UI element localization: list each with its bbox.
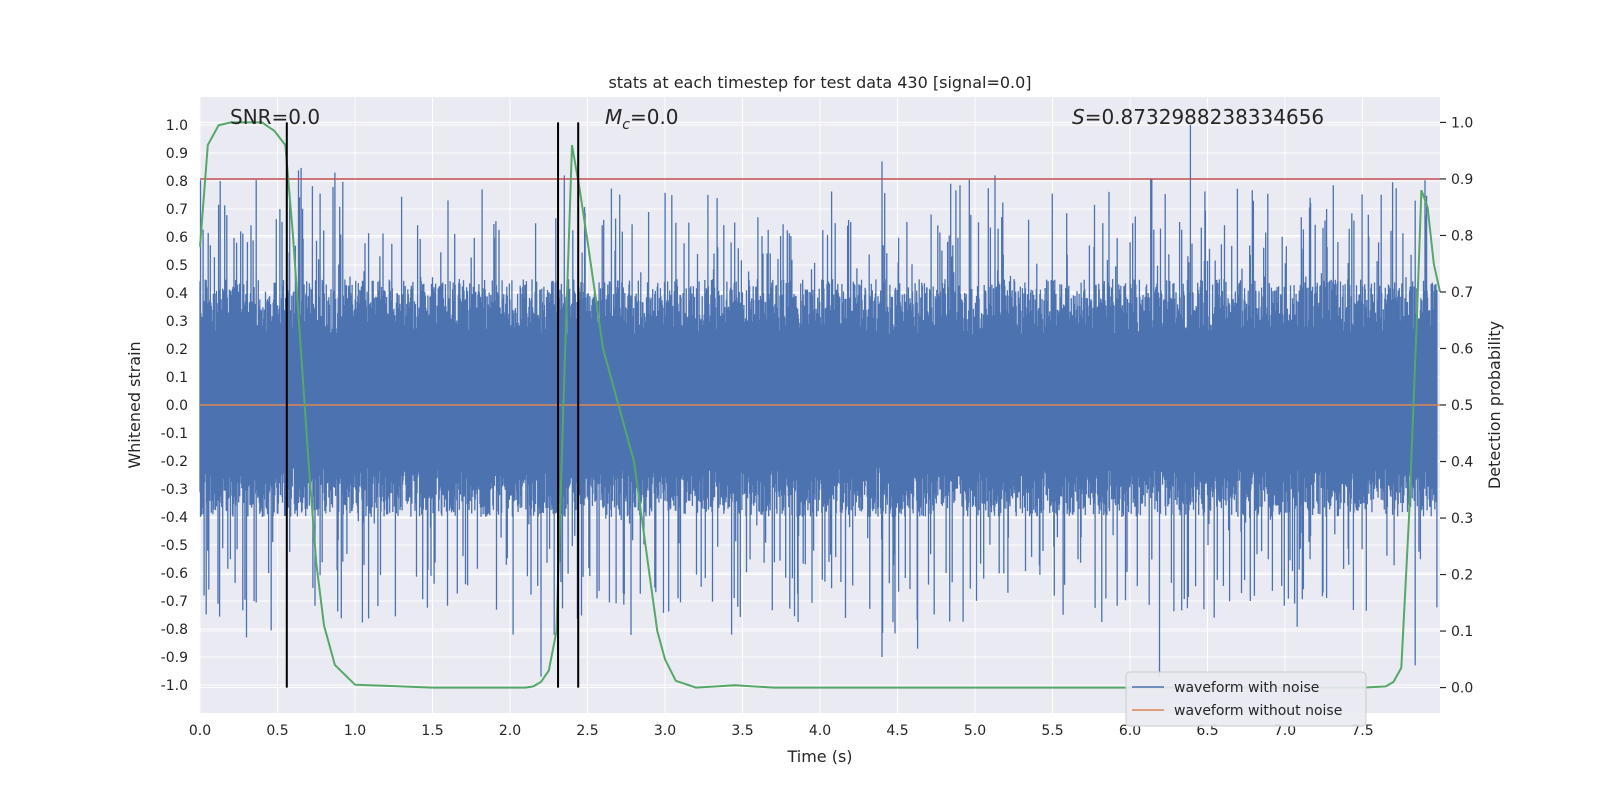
waveform-with-noise-series xyxy=(199,125,1438,677)
y-axis-label: Whitened strain xyxy=(125,341,144,468)
y-tick-label: -0.9 xyxy=(161,650,188,666)
y-tick-label: -0.3 xyxy=(161,482,188,498)
y-tick-label: 0.3 xyxy=(166,314,188,330)
mc-value: =0.0 xyxy=(630,105,679,129)
x-tick-label: 0.0 xyxy=(189,723,211,739)
y2-tick-label: 0.2 xyxy=(1451,568,1473,584)
x-tick-label: 0.5 xyxy=(266,723,288,739)
x-tick-label: 4.0 xyxy=(809,723,831,739)
x-tick-label: 6.5 xyxy=(1196,723,1218,739)
legend-entry-clean: waveform without noise xyxy=(1174,703,1342,719)
y2-axis-label: Detection probability xyxy=(1485,321,1504,489)
detection-probability-line xyxy=(199,121,1441,689)
mc-subscript: c xyxy=(622,117,630,133)
y2-tick-label: 0.0 xyxy=(1451,681,1473,697)
y2-tick-label: 0.7 xyxy=(1451,285,1473,301)
x-tick-label: 5.5 xyxy=(1041,723,1063,739)
y-tick-label: 0.0 xyxy=(166,398,188,414)
legend-box xyxy=(1125,671,1367,727)
x-tick-label: 1.5 xyxy=(421,723,443,739)
y2-tick-label: 1.0 xyxy=(1451,115,1473,131)
y-tick-label: 0.2 xyxy=(166,342,188,358)
y-tick-label: -0.4 xyxy=(161,510,188,526)
mc-symbol: M xyxy=(605,105,622,129)
s-symbol: S xyxy=(1072,105,1085,129)
chart-title: stats at each timestep for test data 430… xyxy=(608,73,1031,92)
y-tick-label: -0.7 xyxy=(161,594,188,610)
x-axis-ticks: 0.0 0.5 1.0 1.5 2.0 2.5 3.0 3.5 4.0 4.5 5.0 5.5 6.0 6… xyxy=(189,723,1374,739)
x-tick-label: 5.0 xyxy=(964,723,986,739)
y-tick-label: 0.4 xyxy=(166,286,188,302)
y-tick-label: -0.2 xyxy=(161,454,188,470)
detection-probability-series xyxy=(199,121,1441,689)
y-tick-label: 0.6 xyxy=(166,230,188,246)
y-tick-label: 0.7 xyxy=(166,202,188,218)
y-tick-label: -0.6 xyxy=(161,566,188,582)
x-tick-label: 1.0 xyxy=(344,723,366,739)
y-tick-label: -0.8 xyxy=(161,622,188,638)
y-tick-label: -1.0 xyxy=(161,678,188,694)
y-tick-label: -0.1 xyxy=(161,426,188,442)
y-tick-label: 0.8 xyxy=(166,174,188,190)
y2-tick-label: 0.3 xyxy=(1451,511,1473,527)
waveform-with-noise-line xyxy=(199,125,1438,677)
y-tick-label: 0.5 xyxy=(166,258,188,274)
y2-axis-ticks: 1.0 0.9 0.8 0.7 0.6 0.5 0.4 0.3 0.2 0.1 0.0 xyxy=(1440,115,1473,697)
x-tick-label: 3.5 xyxy=(731,723,753,739)
x-tick-label: 7.0 xyxy=(1274,723,1296,739)
x-tick-label: 2.0 xyxy=(499,723,521,739)
y-tick-label: 1.0 xyxy=(166,118,188,134)
x-tick-label: 7.5 xyxy=(1351,723,1373,739)
y2-tick-label: 0.8 xyxy=(1451,228,1473,244)
y2-tick-label: 0.9 xyxy=(1451,172,1473,188)
y2-tick-label: 0.4 xyxy=(1451,455,1473,471)
y-tick-label: 0.9 xyxy=(166,146,188,162)
y2-tick-label: 0.6 xyxy=(1451,341,1473,357)
s-value: =0.8732988238334656 xyxy=(1085,105,1324,129)
x-axis-label: Time (s) xyxy=(786,747,852,766)
x-tick-label: 3.0 xyxy=(654,723,676,739)
y-tick-label: 0.1 xyxy=(166,370,188,386)
y-axis-ticks: 1.0 0.9 0.8 0.7 0.6 0.5 0.4 0.3 0.2 0.1 0.0 -0.1 -0.… xyxy=(161,118,188,694)
legend: waveform with noise waveform without noi… xyxy=(1125,671,1367,727)
legend-entry-noise: waveform with noise xyxy=(1174,680,1319,696)
y2-tick-label: 0.1 xyxy=(1451,624,1473,640)
y-tick-label: -0.5 xyxy=(161,538,188,554)
y2-tick-label: 0.5 xyxy=(1451,398,1473,414)
x-tick-label: 4.5 xyxy=(886,723,908,739)
vertical-markers xyxy=(285,122,580,688)
snr-annotation: SNR=0.0 xyxy=(230,105,320,129)
x-tick-label: 6.0 xyxy=(1119,723,1141,739)
x-tick-label: 2.5 xyxy=(576,723,598,739)
chirp-mass-annotation: Mc=0.0 xyxy=(605,105,679,133)
score-annotation: S=0.8732988238334656 xyxy=(1072,105,1324,129)
